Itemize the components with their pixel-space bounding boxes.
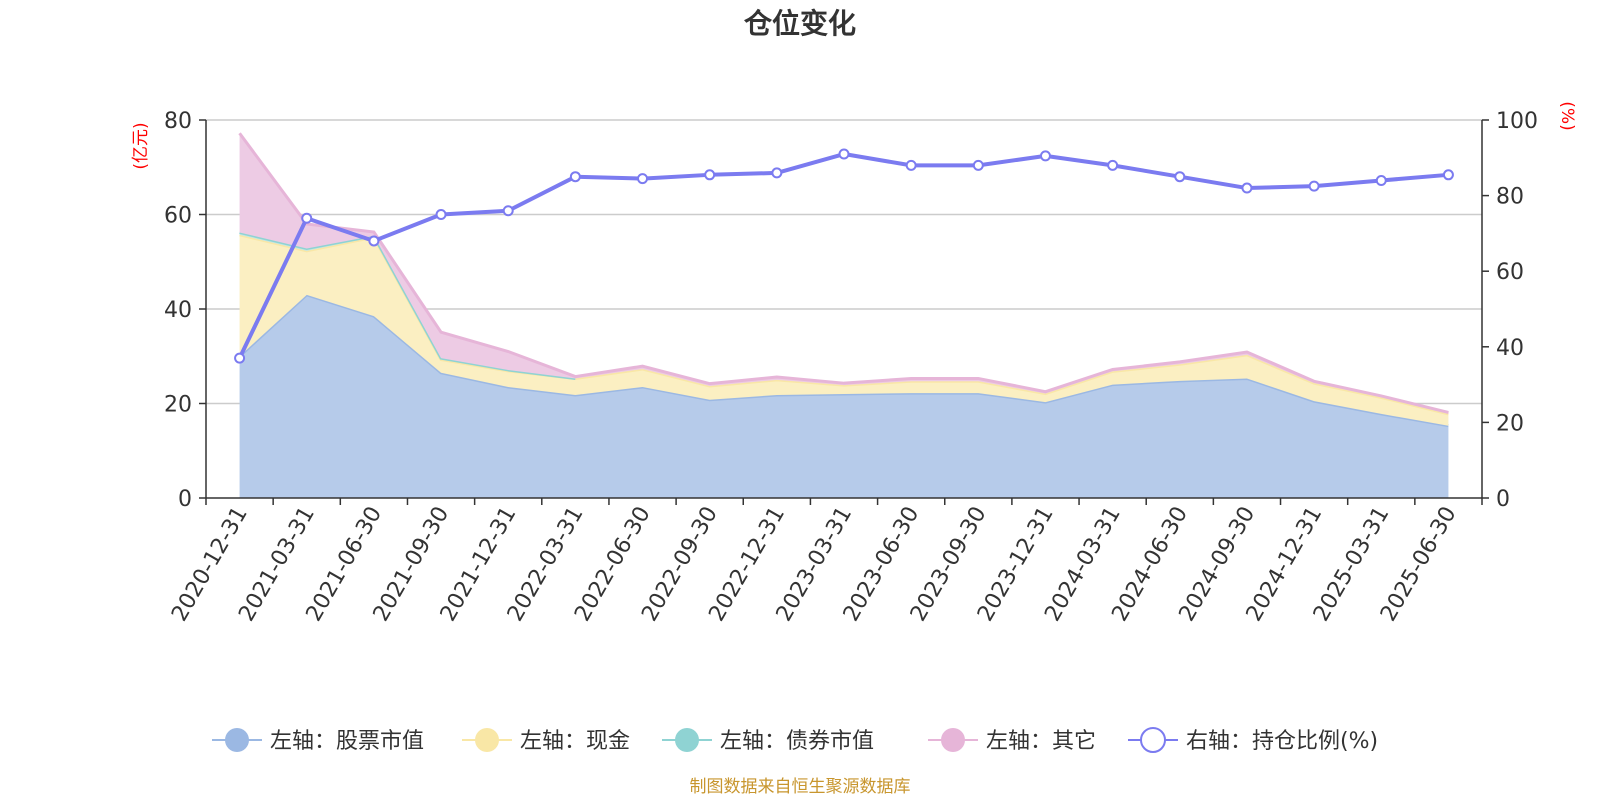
right-tick-label: 40 [1496,336,1524,361]
ratio-point [1442,169,1454,181]
area-9bb8e3 [239,294,1449,498]
chart-title: 仓位变化 [744,7,856,40]
legend[interactable]: 左轴：股票市值 左轴：现金 左轴：债券市值 左轴：其它 右轴：持仓比例(%) [212,727,1378,754]
right-axis-unit: (%) [1557,101,1577,130]
ratio-point [771,167,783,179]
area-f9e7a6 [239,234,1449,426]
right-axis-ticks: 0 20 40 60 80 100 [1482,109,1538,512]
left-axis-unit: (亿元) [131,122,151,169]
ratio-point [502,205,514,217]
data-source-note: 制图数据来自恒生聚源数据库 [690,777,911,797]
left-axis-ticks: 0 20 40 60 80 [164,109,206,512]
ratio-point [1308,180,1320,192]
ratio-point [234,352,246,364]
axes [205,120,1483,505]
legend-item[interactable]: 右轴：持仓比例(%) [1128,727,1378,754]
legend-label: 左轴：股票市值 [270,729,424,754]
right-tick-label: 100 [1496,109,1538,134]
legend-marker-icon [475,728,499,752]
right-tick-label: 20 [1496,411,1524,436]
ratio-point [368,235,380,247]
ratio-point [569,171,581,183]
holding-ratio-line [234,148,1454,364]
legend-marker-icon [1140,727,1166,753]
stacked-areas [238,132,1449,498]
ratio-point [905,159,917,171]
legend-item[interactable]: 左轴：现金 [462,728,630,754]
left-tick-label: 80 [164,109,192,134]
ratio-point [972,159,984,171]
legend-label: 右轴：持仓比例(%) [1186,729,1378,754]
x-axis-ticks: 2020-12-312021-03-312021-06-302021-09-30… [167,502,1461,625]
legend-item[interactable]: 左轴：股票市值 [212,728,424,754]
legend-marker-icon [941,728,965,752]
legend-label: 左轴：其它 [986,729,1096,754]
ratio-point [1375,174,1387,186]
ratio-point [838,148,850,160]
legend-item[interactable]: 左轴：债券市值 [662,728,874,754]
left-tick-label: 0 [178,487,192,512]
right-tick-label: 80 [1496,185,1524,210]
legend-marker-icon [225,728,249,752]
ratio-point [1174,171,1186,183]
legend-marker-icon [675,728,699,752]
right-tick-label: 0 [1496,487,1510,512]
ratio-point [435,209,447,220]
legend-label: 左轴：现金 [520,729,630,754]
left-tick-label: 20 [164,393,192,418]
ratio-point [1241,182,1253,194]
ratio-point [1039,150,1051,162]
ratio-point [1107,159,1119,171]
right-tick-label: 60 [1496,260,1524,285]
legend-item[interactable]: 左轴：其它 [928,728,1096,754]
ratio-point [301,212,313,224]
ratio-point [637,173,649,185]
area-outline [238,132,1449,414]
legend-label: 左轴：债券市值 [720,729,874,754]
ratio-point [704,169,716,181]
left-tick-label: 40 [164,298,192,323]
left-tick-label: 60 [164,204,192,229]
area-e6b5d8 [239,133,1449,414]
